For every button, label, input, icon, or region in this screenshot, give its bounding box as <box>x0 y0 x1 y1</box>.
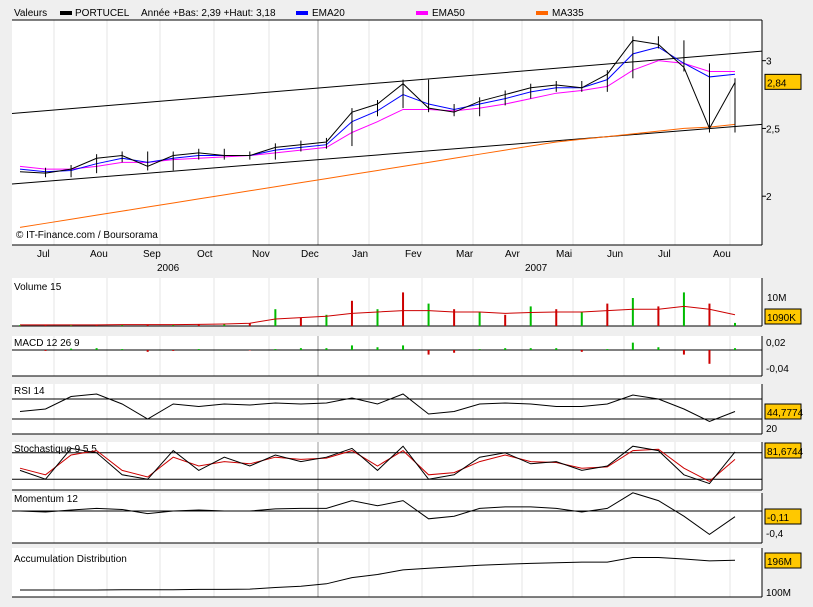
month-label: Nov <box>252 249 270 260</box>
credit: © IT-Finance.com / Boursorama <box>16 230 158 241</box>
legend-EMA20: EMA20 <box>312 8 345 19</box>
macd-tick: -0,04 <box>766 364 789 375</box>
trendline <box>11 50 763 115</box>
last-price: 2,84 <box>767 78 787 89</box>
legend-MA335: MA335 <box>552 8 584 19</box>
momentum-panel <box>12 493 762 543</box>
month-label: Aou <box>90 249 108 260</box>
legend-swatch-EMA20 <box>296 11 308 15</box>
accdist-title: Accumulation Distribution <box>14 554 127 565</box>
volume-title: Volume 15 <box>14 282 62 293</box>
momentum-line <box>19 492 736 536</box>
momentum-last-box <box>764 508 802 525</box>
rsi-line <box>19 393 736 423</box>
price-tick: 2,5 <box>766 124 780 135</box>
month-label: Jul <box>658 249 671 260</box>
header-label: Valeurs <box>14 8 47 19</box>
symbol-label: PORTUCEL <box>75 8 130 19</box>
rsi-last: 44,7774 <box>767 408 804 419</box>
legend-swatch-EMA50 <box>416 11 428 15</box>
accdist-last: 196M <box>767 557 792 568</box>
volume-tick: 10M <box>767 293 786 304</box>
rsi-tick: 20 <box>766 424 778 435</box>
legend-swatch <box>60 11 72 15</box>
accdist-line <box>20 556 736 591</box>
last-price-box <box>764 73 802 90</box>
month-label: Fev <box>405 249 422 260</box>
volume-panel <box>12 278 762 326</box>
month-label: Sep <box>143 249 161 260</box>
volume-ma <box>20 305 736 326</box>
month-label: Jun <box>607 249 623 260</box>
rsi-title: RSI 14 <box>14 386 45 397</box>
year-label: 2006 <box>157 263 180 274</box>
rsi-panel <box>12 384 762 434</box>
macd-tick: 0,02 <box>766 338 786 349</box>
volume-last-box <box>764 308 802 325</box>
month-label: Mai <box>556 249 572 260</box>
trendline <box>11 123 763 185</box>
month-label: Jan <box>352 249 368 260</box>
month-label: Avr <box>505 249 520 260</box>
momentum-last: -0,11 <box>767 513 789 524</box>
month-label: Jul <box>37 249 50 260</box>
accdist-tick: 100M <box>766 588 791 599</box>
stoch-last-box <box>764 442 802 459</box>
stoch-last: 81,6744 <box>767 447 804 458</box>
year-label: 2007 <box>525 263 548 274</box>
macd-title: MACD 12 26 9 <box>14 338 80 349</box>
month-label: Dec <box>301 249 319 260</box>
legend-swatch-MA335 <box>536 11 548 15</box>
ma335-line <box>19 123 736 228</box>
year-range: Année +Bas: 2,39 +Haut: 3,18 <box>141 8 276 19</box>
price-tick: 3 <box>766 57 772 68</box>
legend-EMA50: EMA50 <box>432 8 465 19</box>
rsi-last-box <box>764 403 802 420</box>
price-tick: 2 <box>766 192 772 203</box>
month-label: Oct <box>197 249 213 260</box>
stoch-title: Stochastique 9 5 5 <box>14 444 97 455</box>
month-label: Mar <box>456 249 474 260</box>
price-panel <box>12 20 762 245</box>
accdist-last-box <box>764 552 802 569</box>
stoch-d-line <box>19 448 736 482</box>
volume-last: 1090K <box>767 313 796 324</box>
price-line <box>19 39 736 174</box>
momentum-tick: -0,4 <box>766 529 784 540</box>
month-label: Aou <box>713 249 731 260</box>
momentum-title: Momentum 12 <box>14 494 78 505</box>
stoch-k-line <box>19 445 736 485</box>
macd-panel <box>12 336 762 376</box>
